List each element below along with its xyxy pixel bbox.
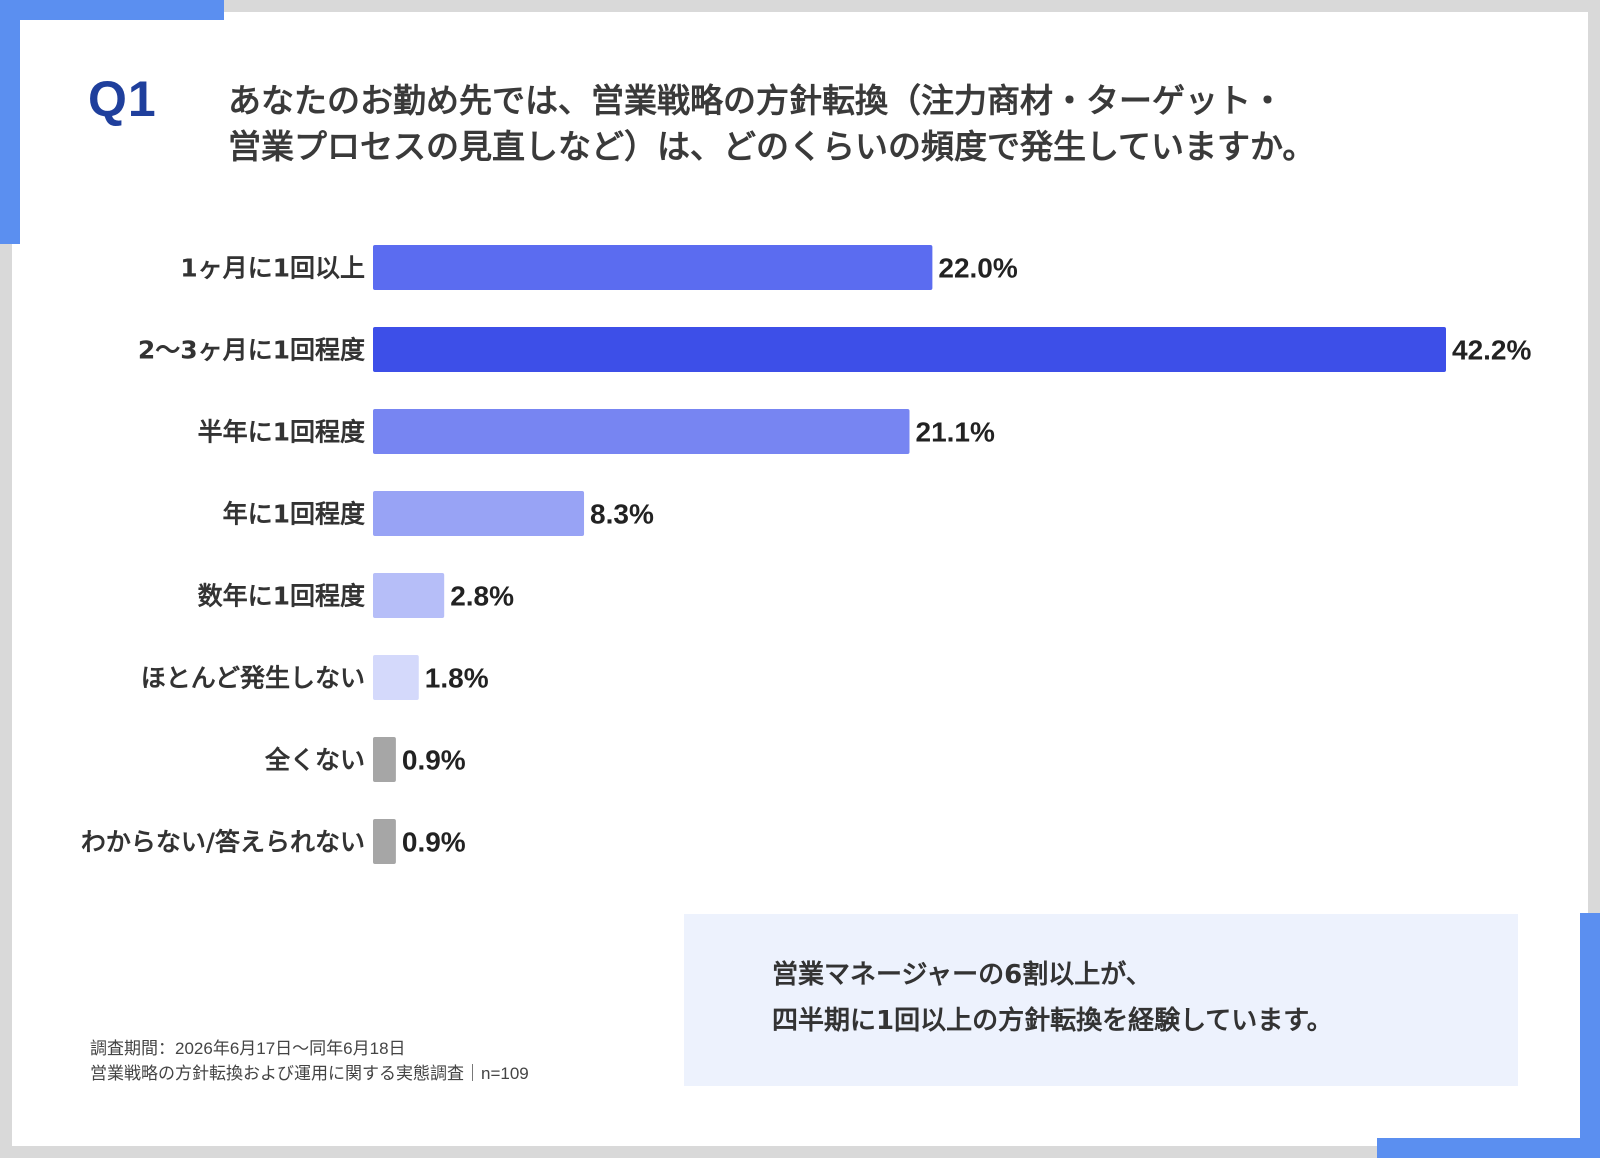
value-label: 2.8%: [450, 581, 514, 612]
bar: [373, 573, 445, 618]
question-line-2: 営業プロセスの見直しなど）は、どのくらいの頻度で発生していますか。: [228, 127, 1316, 166]
category-label: 全くない: [264, 746, 365, 775]
value-label: 0.9%: [402, 745, 466, 776]
question-number: Q1: [88, 71, 157, 127]
corner-accent-top-left: [0, 0, 224, 20]
bar: [373, 655, 419, 700]
question-text: あなたのお勤め先では、営業戦略の方針転換（注力商材・ターゲット・ 営業プロセスの…: [228, 78, 1528, 170]
category-label: わからない/答えられない: [81, 828, 365, 857]
category-label: ほとんど発生しない: [141, 664, 365, 693]
category-label: 年に1回程度: [223, 500, 365, 529]
value-label: 21.1%: [916, 417, 995, 448]
summary-box: 営業マネージャーの6割以上が、 四半期に1回以上の方針転換を経験しています。: [684, 914, 1518, 1086]
category-label: 数年に1回程度: [198, 582, 365, 611]
corner-accent-top-left-vertical: [0, 0, 20, 244]
summary-line-2: 四半期に1回以上の方針転換を経験しています。: [772, 1006, 1333, 1036]
bar: [373, 819, 396, 864]
summary-line-1: 営業マネージャーの6割以上が、: [772, 960, 1152, 990]
value-label: 1.8%: [425, 663, 489, 694]
bar: [373, 245, 933, 290]
summary-text: 営業マネージャーの6割以上が、 四半期に1回以上の方針転換を経験しています。: [772, 952, 1333, 1044]
corner-accent-bottom-right: [1377, 1138, 1600, 1158]
value-label: 22.0%: [938, 253, 1017, 284]
category-label: 半年に1回程度: [198, 418, 365, 447]
value-label: 8.3%: [590, 499, 654, 530]
question-line-1: あなたのお勤め先では、営業戦略の方針転換（注力商材・ターゲット・: [228, 81, 1284, 120]
survey-period: 調査期間：2026年6月17日〜同年6月18日: [90, 1039, 406, 1058]
bar-chart: 1ヶ月に1回以上 22.0% 2〜3ヶ月に1回程度 42.2% 半年に1回程度 21.1%…: [81, 245, 1531, 864]
corner-accent-bottom-right-vertical: [1580, 913, 1600, 1158]
value-label: 0.9%: [402, 827, 466, 858]
bar: [373, 737, 396, 782]
bar: [373, 409, 910, 454]
bar: [373, 327, 1446, 372]
survey-name: 営業戦略の方針転換および運用に関する実態調査｜n=109: [90, 1064, 529, 1083]
category-label: 2〜3ヶ月に1回程度: [138, 336, 365, 365]
footnote: 調査期間：2026年6月17日〜同年6月18日 営業戦略の方針転換および運用に関…: [90, 1036, 529, 1086]
value-label: 42.2%: [1452, 335, 1531, 366]
category-label: 1ヶ月に1回以上: [180, 254, 365, 283]
bar: [373, 491, 585, 536]
